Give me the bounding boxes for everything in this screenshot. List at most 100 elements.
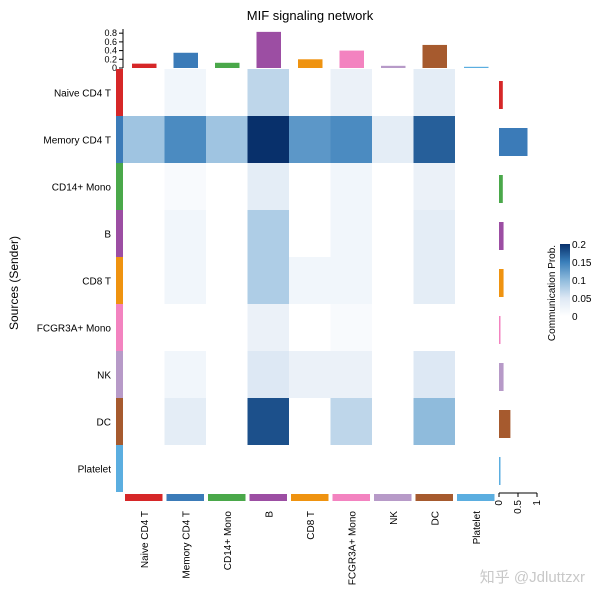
heatmap-cell: [372, 304, 415, 352]
column-labels: Naive CD4 T Memory CD4 T CD14+ Mono B CD8 T F…: [140, 511, 483, 586]
heatmap-cell: [164, 351, 207, 399]
row-label-cd14plus-mono: CD14+ Mono: [52, 183, 112, 194]
right-bar-dc: [499, 410, 511, 438]
column-strip-dc: [415, 494, 453, 501]
heatmap-cell: [289, 69, 332, 117]
heatmap-cell: [455, 351, 498, 399]
heatmap-cell: [413, 69, 456, 117]
heatmap-cell: [206, 351, 249, 399]
top-bar-b: [256, 31, 281, 68]
column-strip-cd14plus-mono: [208, 494, 246, 501]
right-bar-b: [499, 222, 504, 250]
heatmap-cell: [372, 210, 415, 258]
row-labels: Naive CD4 T Memory CD4 T CD14+ Mono B CD8 T F…: [37, 89, 112, 476]
legend-tick: 0.15: [572, 258, 592, 269]
heatmap-cell: [247, 304, 290, 352]
heatmap-cell: [455, 257, 498, 305]
column-strip-fcgr3aplus-mono: [332, 494, 370, 501]
heatmap-cell: [330, 445, 373, 493]
right-axis-tick: 0.5: [513, 500, 524, 514]
row-label-memory-cd4-t: Memory CD4 T: [43, 136, 111, 147]
heatmap-cell: [289, 163, 332, 211]
heatmap-cell: [247, 116, 290, 164]
heatmap-cell: [413, 163, 456, 211]
right-bar-platelet: [499, 457, 501, 485]
column-label-nk: NK: [389, 511, 400, 525]
heatmap-cell: [330, 163, 373, 211]
heatmap-cell: [372, 116, 415, 164]
row-strip-nk: [116, 351, 123, 398]
heatmap-cell: [413, 210, 456, 258]
heatmap-cell: [247, 210, 290, 258]
heatmap-cell: [455, 445, 498, 493]
heatmap-cells: [123, 69, 498, 493]
heatmap-cell: [330, 69, 373, 117]
column-label-dc: DC: [430, 511, 441, 525]
heatmap-cell: [413, 445, 456, 493]
row-label-dc: DC: [97, 418, 111, 429]
heatmap-cell: [123, 163, 166, 211]
legend-tick: 0.2: [572, 240, 586, 251]
top-bar-axis: 0.80.60.40.20: [104, 28, 124, 73]
row-color-strips: [116, 69, 123, 492]
heatmap-cell: [330, 351, 373, 399]
heatmap-cell: [455, 116, 498, 164]
heatmap-cell: [372, 445, 415, 493]
column-label-naive-cd4-t: Naive CD4 T: [140, 511, 151, 568]
heatmap-cell: [455, 398, 498, 446]
right-axis-tick: 0: [494, 500, 505, 506]
row-strip-dc: [116, 398, 123, 445]
heatmap-cell: [164, 116, 207, 164]
column-strip-memory-cd4-t: [166, 494, 204, 501]
column-strip-cd8-t: [291, 494, 329, 501]
top-bar-cd8-t: [298, 59, 323, 68]
heatmap-cell: [164, 445, 207, 493]
right-bar-cd8-t: [499, 269, 504, 297]
top-bar-chart: [132, 31, 489, 68]
column-color-strips: [125, 494, 495, 501]
heatmap-cell: [372, 398, 415, 446]
legend-tick: 0.05: [572, 294, 592, 305]
heatmap-cell: [455, 69, 498, 117]
row-label-fcgr3aplus-mono: FCGR3A+ Mono: [37, 324, 112, 335]
heatmap-cell: [206, 210, 249, 258]
heatmap-cell: [330, 116, 373, 164]
y-axis-label: Sources (Sender): [7, 236, 21, 330]
top-bar-naive-cd4-t: [132, 63, 157, 68]
heatmap-cell: [372, 163, 415, 211]
heatmap-cell: [330, 304, 373, 352]
heatmap-cell: [123, 398, 166, 446]
column-label-memory-cd4-t: Memory CD4 T: [181, 511, 192, 579]
heatmap-cell: [330, 257, 373, 305]
right-bar-cd14plus-mono: [499, 175, 503, 203]
row-label-cd8-t: CD8 T: [82, 277, 111, 288]
heatmap-cell: [123, 351, 166, 399]
row-label-platelet: Platelet: [78, 465, 112, 476]
color-legend: 0.2 0.15 0.1 0.05 0 Communication Prob.: [547, 240, 592, 341]
top-bar-fcgr3aplus-mono: [339, 50, 364, 68]
heatmap-cell: [206, 445, 249, 493]
top-axis-tick: 0.2: [104, 54, 117, 64]
heatmap-cell: [123, 210, 166, 258]
heatmap-cell: [123, 445, 166, 493]
heatmap-cell: [164, 163, 207, 211]
column-label-b: B: [264, 511, 275, 518]
top-bar-memory-cd4-t: [173, 52, 198, 68]
top-bar-dc: [422, 44, 447, 68]
heatmap-cell: [164, 257, 207, 305]
heatmap-cell: [247, 163, 290, 211]
column-label-fcgr3aplus-mono: FCGR3A+ Mono: [347, 511, 358, 586]
heatmap-cell: [247, 445, 290, 493]
column-strip-naive-cd4-t: [125, 494, 163, 501]
chart-title: MIF signaling network: [247, 8, 374, 23]
legend-tick: 0: [572, 312, 578, 323]
right-bar-nk: [499, 363, 504, 391]
legend-colorbar: [560, 244, 570, 316]
heatmap-cell: [289, 304, 332, 352]
row-strip-platelet: [116, 445, 123, 492]
heatmap-cell: [289, 210, 332, 258]
heatmap-cell: [164, 398, 207, 446]
heatmap-cell: [330, 210, 373, 258]
heatmap-cell: [206, 398, 249, 446]
